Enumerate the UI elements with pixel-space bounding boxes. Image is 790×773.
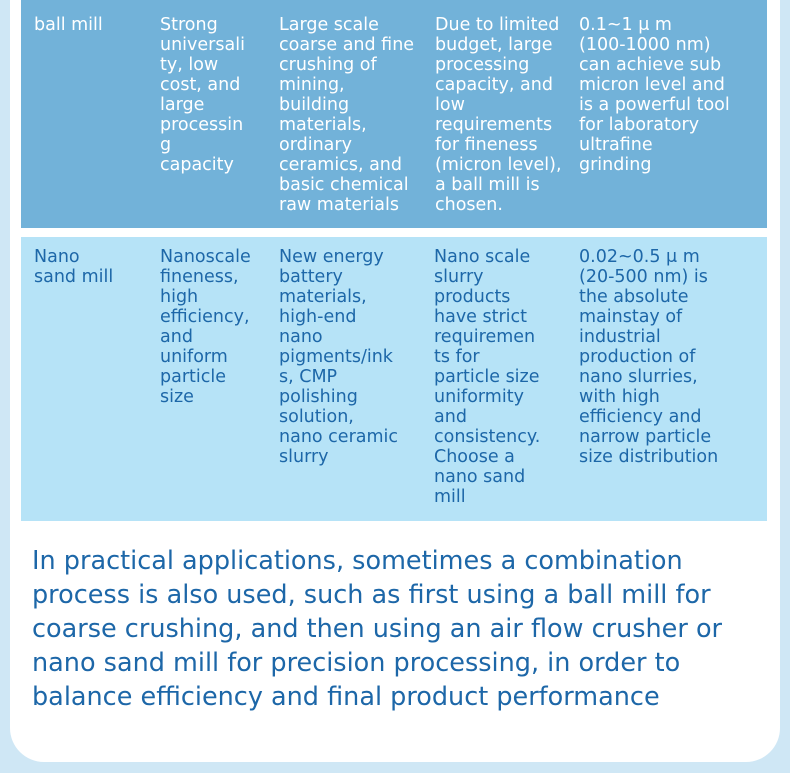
- table-cell-selection-reason: Due to limited budget, large processing …: [435, 15, 562, 215]
- content-card: ball mill Strong universali ty, low cost…: [10, 0, 780, 762]
- table-cell-advantages: Strong universali ty, low cost, and larg…: [160, 15, 245, 175]
- table-cell-advantages: Nanoscale fineness, high efficiency, and…: [160, 247, 251, 407]
- table-cell-applications: Large scale coarse and fine crushing of …: [279, 15, 415, 215]
- summary-paragraph: In practical applications, sometimes a c…: [32, 546, 723, 712]
- table-cell-fineness: 0.1~1 μ m (100-1000 nm) can achieve sub …: [579, 15, 730, 175]
- table-cell-equipment: Nano sand mill: [34, 247, 114, 287]
- table-row-ball-mill: ball mill Strong universali ty, low cost…: [21, 0, 767, 228]
- table-row-nano-sand-mill: Nano sand mill Nanoscale fineness, high …: [21, 237, 767, 521]
- table-cell-equipment: ball mill: [34, 15, 103, 35]
- table-cell-applications: New energy battery materials, high-end n…: [279, 247, 399, 467]
- table-cell-selection-reason: Nano scale slurry products have strict r…: [434, 247, 541, 507]
- table-cell-fineness: 0.02~0.5 μ m (20-500 nm) is the absolute…: [579, 247, 719, 467]
